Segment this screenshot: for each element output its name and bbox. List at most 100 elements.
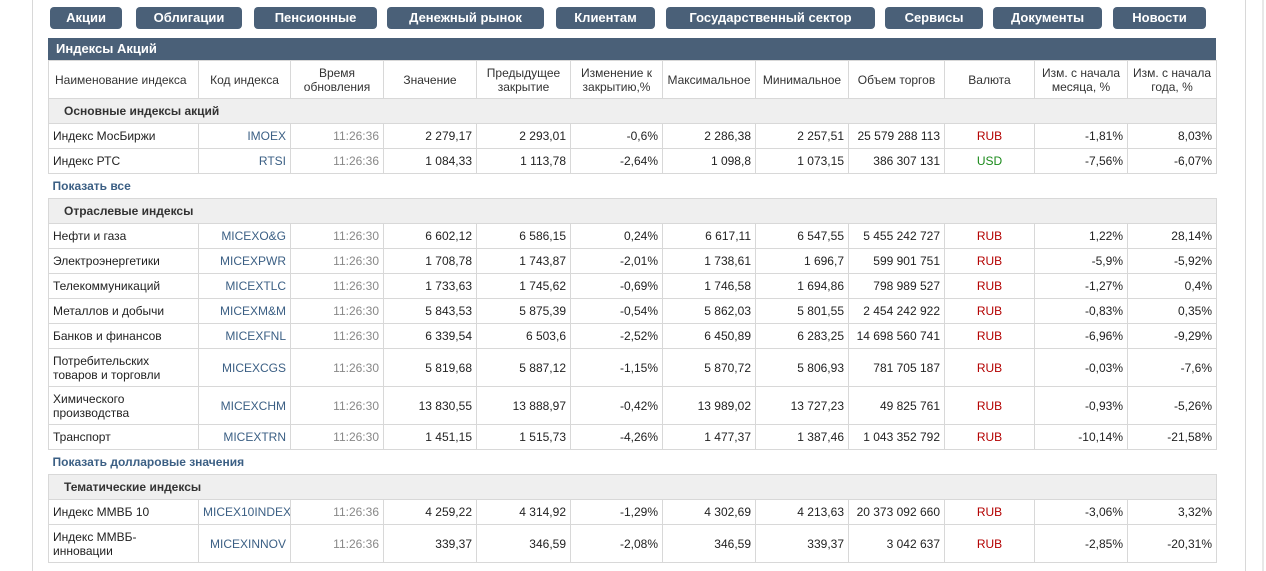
cell-code[interactable]: MICEXCGS [198, 348, 291, 387]
nav-button-4[interactable]: Денежный рынок [387, 7, 544, 29]
cell-code[interactable]: IMOEX [198, 123, 291, 149]
cell-prev: 13 888,97 [476, 386, 571, 425]
column-header[interactable]: Валюта [944, 60, 1035, 99]
cell-currency: RUB [944, 499, 1035, 525]
cell-chg: -0,54% [570, 298, 663, 324]
cell-currency: RUB [944, 323, 1035, 349]
cell-max: 4 302,69 [662, 499, 756, 525]
column-header[interactable]: Объем торгов [848, 60, 945, 99]
cell-max: 5 870,72 [662, 348, 756, 387]
cell-value: 1 733,63 [383, 273, 477, 299]
cell-code[interactable]: RTSI [198, 148, 291, 174]
cell-value: 5 819,68 [383, 348, 477, 387]
panel-title: Индексы Акций [48, 38, 1216, 60]
nav-button-3[interactable]: Пенсионные [254, 7, 377, 29]
cell-time: 11:26:36 [290, 148, 384, 174]
section-title: Основные индексы акций [48, 98, 1217, 124]
cell-currency: RUB [944, 123, 1035, 149]
link-row: Показать долларовые значения [48, 449, 1217, 475]
column-header[interactable]: Предыдущее закрытие [476, 60, 571, 99]
cell-max: 6 617,11 [662, 223, 756, 249]
nav-button-7[interactable]: Сервисы [885, 7, 983, 29]
cell-time: 11:26:36 [290, 123, 384, 149]
cell-time: 11:26:30 [290, 273, 384, 299]
cell-code[interactable]: MICEXM&M [198, 298, 291, 324]
cell-code[interactable]: MICEXTLC [198, 273, 291, 299]
cell-code[interactable]: MICEXFNL [198, 323, 291, 349]
cell-name: Транспорт [48, 424, 199, 450]
column-header[interactable]: Изм. с начала месяца, % [1034, 60, 1128, 99]
column-header[interactable]: Максимальное [662, 60, 756, 99]
table-row[interactable]: Электроэнергетики MICEXPWR 11:26:30 1 708,7… [48, 248, 1217, 274]
table-row[interactable]: Металлов и добычи MICEXM&M 11:26:30 5 843,5… [48, 298, 1217, 324]
cell-value: 2 279,17 [383, 123, 477, 149]
cell-max: 1 098,8 [662, 148, 756, 174]
cell-min: 6 547,55 [755, 223, 849, 249]
cell-value: 6 339,54 [383, 323, 477, 349]
nav-button-6[interactable]: Государственный сектор [666, 7, 875, 29]
table-row[interactable]: Индекс РТС RTSI 11:26:36 1 084,33 1 113,78 -2… [48, 148, 1217, 174]
nav-button-5[interactable]: Клиентам [556, 7, 655, 29]
cell-name: Индекс ММВБ-инновации [48, 524, 199, 563]
cell-name: Металлов и добычи [48, 298, 199, 324]
cell-volume: 1 043 352 792 [848, 424, 945, 450]
nav-button-2[interactable]: Облигации [136, 7, 242, 29]
table-row[interactable]: Транспорт MICEXTRN 11:26:30 1 451,15 1 515,7… [48, 424, 1217, 450]
cell-prev: 5 887,12 [476, 348, 571, 387]
cell-prev: 1 745,62 [476, 273, 571, 299]
cell-volume: 781 705 187 [848, 348, 945, 387]
cell-code[interactable]: MICEXINNOV [198, 524, 291, 563]
table-row[interactable]: Телекоммуникаций MICEXTLC 11:26:30 1 733,63… [48, 273, 1217, 299]
cell-code[interactable]: MICEXPWR [198, 248, 291, 274]
cell-code[interactable]: MICEX10INDEX [198, 499, 291, 525]
cell-currency: RUB [944, 524, 1035, 563]
table-row[interactable]: Химического производства MICEXCHM 11:26:30… [48, 386, 1217, 425]
cell-time: 11:26:36 [290, 524, 384, 563]
column-header[interactable]: Код индекса [198, 60, 291, 99]
column-header[interactable]: Минимальное [755, 60, 849, 99]
cell-volume: 386 307 131 [848, 148, 945, 174]
cell-year: -9,29% [1127, 323, 1217, 349]
table-row[interactable]: Нефти и газа MICEXO&G 11:26:30 6 602,12 6 58… [48, 223, 1217, 249]
show-more-link[interactable]: Показать все [52, 179, 131, 193]
column-header[interactable]: Наименование индекса [48, 60, 199, 99]
table-row[interactable]: Банков и финансов MICEXFNL 11:26:30 6 339,5… [48, 323, 1217, 349]
cell-code[interactable]: MICEXO&G [198, 223, 291, 249]
cell-currency: RUB [944, 424, 1035, 450]
cell-name: Индекс РТС [48, 148, 199, 174]
cell-currency: RUB [944, 248, 1035, 274]
cell-code[interactable]: MICEXCHM [198, 386, 291, 425]
cell-year: 3,32% [1127, 499, 1217, 525]
nav-button-8[interactable]: Документы [993, 7, 1102, 29]
table-row[interactable]: Индекс ММВБ 10 MICEX10INDEX 11:26:36 4 259,… [48, 499, 1217, 525]
section-header-row: Основные индексы акций [48, 98, 1217, 124]
show-more-link[interactable]: Показать долларовые значения [52, 455, 245, 469]
cell-year: -21,58% [1127, 424, 1217, 450]
cell-code[interactable]: MICEXTRN [198, 424, 291, 450]
column-header[interactable]: Изм. с начала года, % [1127, 60, 1217, 99]
cell-year: 8,03% [1127, 123, 1217, 149]
column-header[interactable]: Значение [383, 60, 477, 99]
cell-max: 5 862,03 [662, 298, 756, 324]
cell-currency: RUB [944, 348, 1035, 387]
cell-volume: 3 042 637 [848, 524, 945, 563]
cell-time: 11:26:30 [290, 386, 384, 425]
nav-button-9[interactable]: Новости [1113, 7, 1206, 29]
column-header[interactable]: Время обновления [290, 60, 384, 99]
cell-chg: -2,01% [570, 248, 663, 274]
nav-button-1[interactable]: Акции [50, 7, 122, 29]
cell-time: 11:26:36 [290, 499, 384, 525]
cell-min: 5 806,93 [755, 348, 849, 387]
table-row[interactable]: Потребительских товаров и торговли MICEXC… [48, 348, 1217, 387]
cell-time: 11:26:30 [290, 424, 384, 450]
cell-volume: 25 579 288 113 [848, 123, 945, 149]
table-row[interactable]: Индекс ММВБ-инновации MICEXINNOV 11:26:36 3… [48, 524, 1217, 563]
cell-value: 4 259,22 [383, 499, 477, 525]
table-row[interactable]: Индекс МосБиржи IMOEX 11:26:36 2 279,17 2 29… [48, 123, 1217, 149]
section-title: Тематические индексы [48, 474, 1217, 500]
cell-year: -5,26% [1127, 386, 1217, 425]
cell-volume: 14 698 560 741 [848, 323, 945, 349]
cell-min: 5 801,55 [755, 298, 849, 324]
column-header[interactable]: Изменение к закрытию,% [570, 60, 663, 99]
cell-value: 1 708,78 [383, 248, 477, 274]
